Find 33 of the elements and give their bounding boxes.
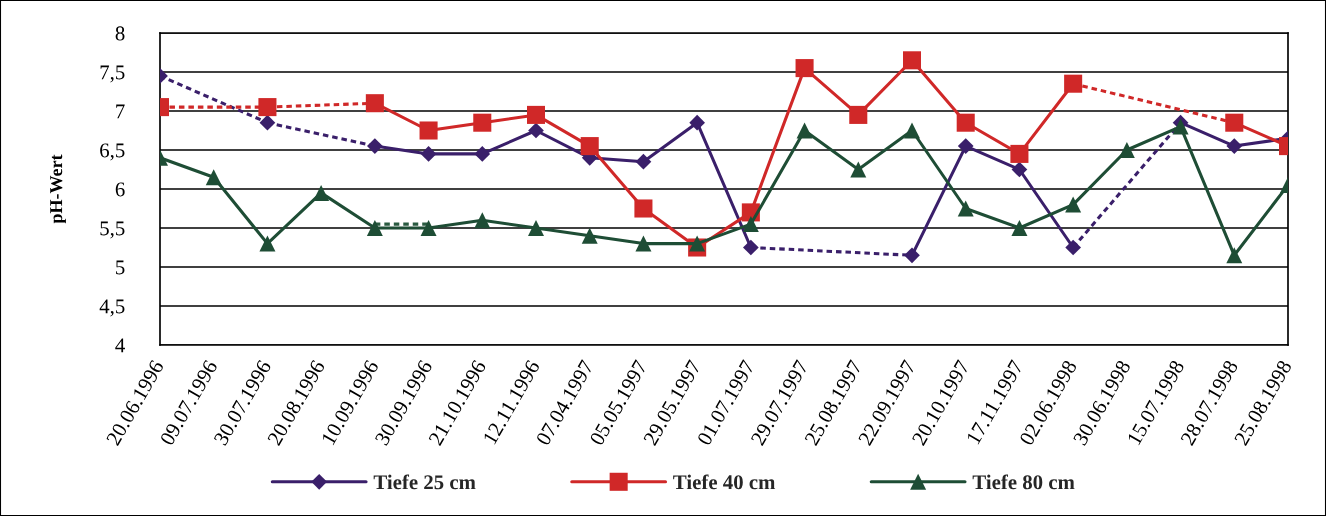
point — [1118, 142, 1135, 158]
point — [365, 94, 384, 113]
point — [259, 114, 276, 131]
point — [258, 98, 277, 117]
y-tick-label: 4 — [115, 338, 125, 353]
point — [1226, 247, 1243, 264]
point — [1172, 118, 1189, 135]
y-tick-label: 8 — [115, 26, 125, 41]
y-tick-label: 6 — [115, 182, 125, 197]
y-tick-label: 7,5 — [100, 65, 125, 83]
point — [796, 122, 813, 139]
point — [1226, 138, 1243, 154]
point — [795, 59, 814, 78]
y-tick-label: 5,5 — [100, 221, 125, 239]
point — [313, 184, 330, 201]
y-tick-label: 7 — [116, 104, 125, 119]
legend-label: Tiefe 25 cm — [373, 474, 476, 490]
point — [526, 105, 546, 124]
point — [1225, 113, 1244, 132]
legend-label: Tiefe 80 cm — [972, 474, 1075, 490]
point — [956, 113, 975, 132]
point — [259, 235, 276, 252]
point — [902, 51, 922, 70]
y-tick-label: 5 — [116, 260, 125, 275]
point — [904, 122, 920, 139]
y-tick-label: 6,5 — [100, 143, 125, 161]
point — [1064, 74, 1083, 93]
legend-label: Tiefe 40 cm — [673, 474, 776, 490]
y-tick-label: 4,5 — [99, 299, 125, 317]
point — [205, 169, 222, 186]
point — [850, 161, 867, 178]
y-axis-title: pH-Wert — [50, 154, 66, 224]
point — [849, 105, 868, 124]
